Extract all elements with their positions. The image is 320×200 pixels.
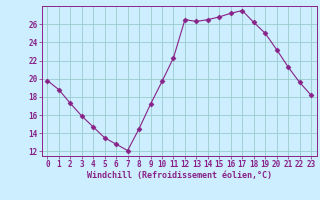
X-axis label: Windchill (Refroidissement éolien,°C): Windchill (Refroidissement éolien,°C) <box>87 171 272 180</box>
